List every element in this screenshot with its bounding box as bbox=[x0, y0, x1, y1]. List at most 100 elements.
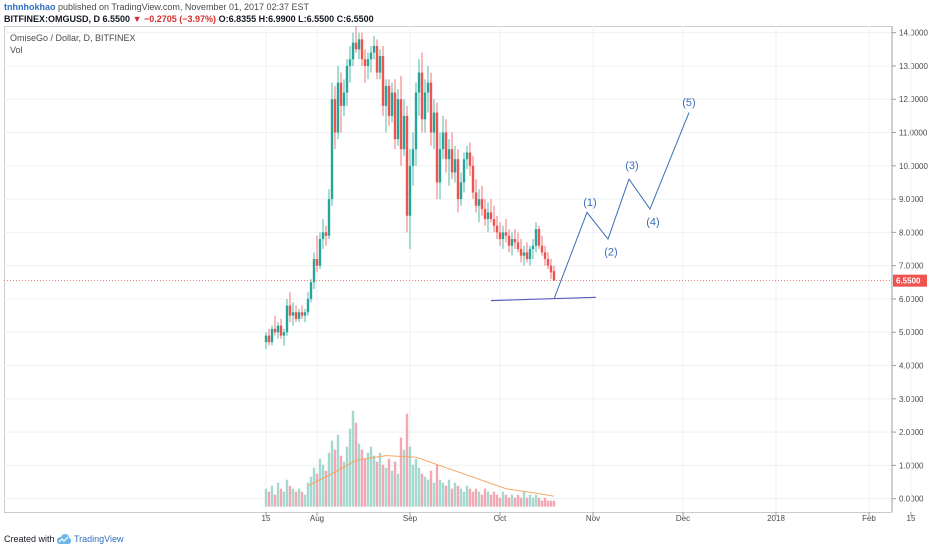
candle-body bbox=[552, 271, 556, 281]
wave-label: (3) bbox=[625, 160, 638, 172]
volume-bar bbox=[420, 473, 424, 507]
volume-bar bbox=[351, 410, 355, 507]
down-arrow-icon: ▼ bbox=[132, 14, 142, 24]
volume-bar bbox=[300, 491, 304, 507]
candle-body bbox=[300, 312, 304, 316]
price-tick-label: 7.0000 bbox=[899, 262, 924, 271]
volume-label: Vol bbox=[10, 45, 23, 55]
volume-bar bbox=[429, 470, 433, 507]
price-chart[interactable]: 0.0000 1.0000 2.0000 3.0000 4.0000 5.0000 6.00… bbox=[4, 26, 928, 524]
symbol-line: BITFINEX:OMGUSD, D 6.5500 ▼ −0.2705 (−3.… bbox=[4, 14, 374, 24]
volume-bar bbox=[540, 500, 544, 507]
candle-body bbox=[483, 209, 487, 220]
time-tick-label: 2018 bbox=[767, 514, 785, 523]
wave-label: (4) bbox=[646, 217, 659, 229]
volume-bar bbox=[339, 455, 343, 507]
candle-body bbox=[330, 99, 334, 200]
candle-body bbox=[429, 82, 433, 133]
volume-bar bbox=[414, 458, 418, 507]
volume-bar bbox=[318, 458, 322, 507]
candle-body bbox=[450, 149, 454, 173]
candle-body bbox=[405, 115, 409, 216]
volume-bar bbox=[363, 458, 367, 507]
price-tick-label: 9.0000 bbox=[899, 195, 924, 204]
candle-body bbox=[264, 335, 268, 343]
candle-body bbox=[525, 252, 529, 260]
tradingview-logo-icon[interactable] bbox=[56, 533, 72, 545]
volume-bar bbox=[285, 479, 289, 507]
candle-body bbox=[354, 42, 358, 50]
last-price-value: 6.5500 bbox=[102, 14, 131, 24]
symbol-name[interactable]: BITFINEX:OMGUSD, D bbox=[4, 14, 100, 24]
candle-body bbox=[363, 59, 367, 66]
candle-body bbox=[456, 159, 460, 200]
volume-bar bbox=[279, 488, 283, 507]
candle-body bbox=[480, 199, 484, 210]
volume-bar bbox=[489, 494, 493, 507]
publish-info: published on TradingView.com, November 0… bbox=[58, 2, 310, 12]
candle-body bbox=[366, 59, 370, 66]
volume-bar bbox=[333, 449, 337, 507]
volume-bar bbox=[426, 479, 430, 507]
price-tick-label: 8.0000 bbox=[899, 228, 924, 237]
candle-body bbox=[486, 212, 490, 220]
candle-body bbox=[540, 245, 544, 253]
elliott-wave-path bbox=[553, 112, 690, 300]
volume-bar bbox=[390, 470, 394, 507]
candle-body bbox=[531, 245, 535, 250]
volume-bar bbox=[444, 485, 448, 507]
volume-bar bbox=[441, 482, 445, 507]
candle-body bbox=[417, 72, 421, 93]
candle-body bbox=[348, 59, 352, 66]
candle-body bbox=[441, 132, 445, 150]
volume-bar bbox=[450, 488, 454, 507]
candle-body bbox=[471, 165, 475, 193]
volume-bar bbox=[291, 488, 295, 507]
candle-body bbox=[546, 259, 550, 266]
author-link[interactable]: tnhnhokhao bbox=[4, 2, 56, 12]
volume-bar bbox=[552, 500, 556, 507]
volume-bar bbox=[387, 458, 391, 507]
ohlc-values: O:6.8355 H:6.9900 L:6.5500 C:6.5500 bbox=[218, 14, 374, 24]
candle-body bbox=[468, 152, 472, 166]
volume-bar bbox=[321, 464, 325, 507]
volume-bar bbox=[264, 488, 268, 507]
candle-body bbox=[489, 212, 493, 220]
price-tick-label: 1.0000 bbox=[899, 461, 924, 470]
candle-body bbox=[306, 298, 310, 313]
candle-body bbox=[447, 149, 451, 160]
volume-bar bbox=[312, 467, 316, 507]
tradingview-brand[interactable]: TradingView bbox=[74, 534, 124, 544]
candle-body bbox=[357, 39, 361, 50]
volume-bar bbox=[495, 494, 499, 507]
time-tick-label: Nov bbox=[586, 514, 600, 523]
chart-area[interactable]: 0.0000 1.0000 2.0000 3.0000 4.0000 5.0000 6.00… bbox=[4, 26, 928, 524]
candle-body bbox=[276, 325, 280, 333]
volume-bar bbox=[270, 485, 274, 507]
volume-bar bbox=[438, 479, 442, 507]
candle-body bbox=[333, 99, 337, 133]
candle-body bbox=[270, 328, 274, 343]
candle-body bbox=[369, 52, 373, 60]
last-price-badge bbox=[893, 274, 927, 287]
price-tick-label: 2.0000 bbox=[899, 428, 924, 437]
volume-bar bbox=[354, 422, 358, 507]
volume-bar bbox=[408, 446, 412, 507]
volume-bar bbox=[357, 443, 361, 507]
price-tick-label: 5.0000 bbox=[899, 328, 924, 337]
candle-body bbox=[435, 112, 439, 183]
candle-body bbox=[516, 242, 520, 250]
candle-body bbox=[534, 229, 538, 246]
volume-bar bbox=[405, 413, 409, 507]
volume-bar bbox=[345, 446, 349, 507]
candle-body bbox=[411, 149, 415, 166]
last-price-label: 6.5500 bbox=[896, 277, 921, 286]
wave-label: (1) bbox=[583, 197, 596, 209]
time-tick-label: 15 bbox=[262, 514, 271, 523]
candle-body bbox=[474, 192, 478, 206]
volume-bar bbox=[462, 491, 466, 507]
price-tick-label: 11.0000 bbox=[899, 129, 928, 138]
volume-bar bbox=[456, 485, 460, 507]
volume-bar bbox=[402, 449, 406, 507]
volume-bar bbox=[306, 482, 310, 507]
